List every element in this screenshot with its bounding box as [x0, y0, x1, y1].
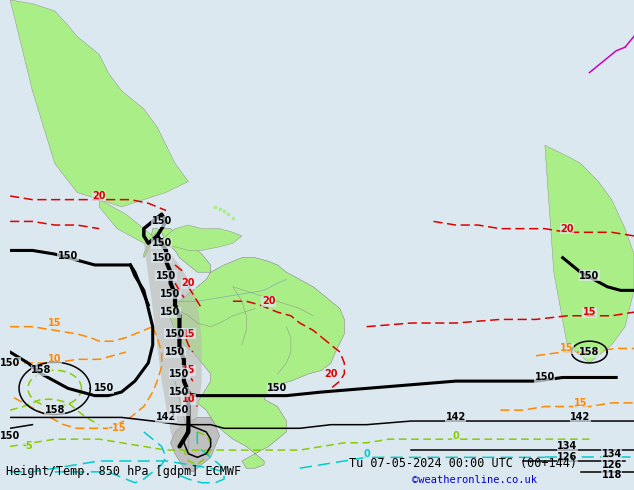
Text: 150: 150 [169, 387, 190, 397]
Text: -15: -15 [108, 423, 126, 433]
Text: 150: 150 [165, 347, 185, 357]
Text: 126: 126 [557, 452, 578, 463]
Text: 0: 0 [453, 431, 459, 441]
Polygon shape [144, 236, 202, 454]
Polygon shape [10, 0, 188, 207]
Text: 150: 150 [579, 271, 600, 281]
Text: 158: 158 [579, 347, 600, 357]
Text: 150: 150 [94, 383, 114, 393]
Text: 150: 150 [152, 253, 172, 263]
Text: 150: 150 [0, 358, 20, 368]
Text: 150: 150 [169, 369, 190, 379]
Text: 150: 150 [169, 405, 190, 415]
Text: 142: 142 [156, 413, 176, 422]
Text: Tu 07-05-2024 00:00 UTC (00+144): Tu 07-05-2024 00:00 UTC (00+144) [349, 457, 577, 470]
Text: 150: 150 [152, 217, 172, 226]
Text: 15: 15 [48, 318, 61, 328]
Text: 150: 150 [58, 251, 78, 261]
Text: 150: 150 [160, 289, 181, 299]
Text: 20: 20 [324, 369, 338, 379]
Text: 150: 150 [165, 329, 185, 339]
Text: 134: 134 [557, 441, 578, 451]
Text: 15: 15 [560, 343, 574, 353]
Text: Height/Temp. 850 hPa [gdpm] ECMWF: Height/Temp. 850 hPa [gdpm] ECMWF [6, 465, 242, 478]
Text: 142: 142 [446, 413, 466, 422]
Text: 150: 150 [0, 431, 20, 441]
Text: 126: 126 [602, 460, 622, 469]
Text: 150: 150 [152, 238, 172, 248]
Text: 0: 0 [363, 449, 370, 459]
Text: 15: 15 [583, 307, 596, 317]
Polygon shape [144, 229, 344, 468]
Polygon shape [153, 225, 242, 250]
Text: 158: 158 [44, 405, 65, 415]
Text: -5: -5 [23, 441, 34, 451]
Text: 20: 20 [560, 223, 574, 234]
Text: 150: 150 [160, 307, 181, 317]
Text: 15: 15 [574, 398, 587, 408]
Text: 20: 20 [181, 278, 195, 288]
Polygon shape [171, 417, 219, 472]
Text: 10: 10 [181, 394, 195, 404]
Text: 15: 15 [181, 329, 195, 339]
Polygon shape [545, 145, 634, 363]
Text: 20: 20 [93, 191, 106, 201]
Text: 158: 158 [31, 365, 51, 375]
Polygon shape [100, 199, 157, 243]
Text: ©weatheronline.co.uk: ©weatheronline.co.uk [412, 475, 537, 485]
Text: 134: 134 [602, 449, 622, 459]
Text: 118: 118 [602, 470, 622, 481]
Text: 10: 10 [48, 354, 61, 365]
Text: 20: 20 [262, 296, 275, 306]
Text: 150: 150 [156, 271, 176, 281]
Text: 15: 15 [181, 365, 195, 375]
Text: 150: 150 [534, 372, 555, 383]
Text: 150: 150 [268, 383, 288, 393]
Text: 142: 142 [571, 413, 591, 422]
